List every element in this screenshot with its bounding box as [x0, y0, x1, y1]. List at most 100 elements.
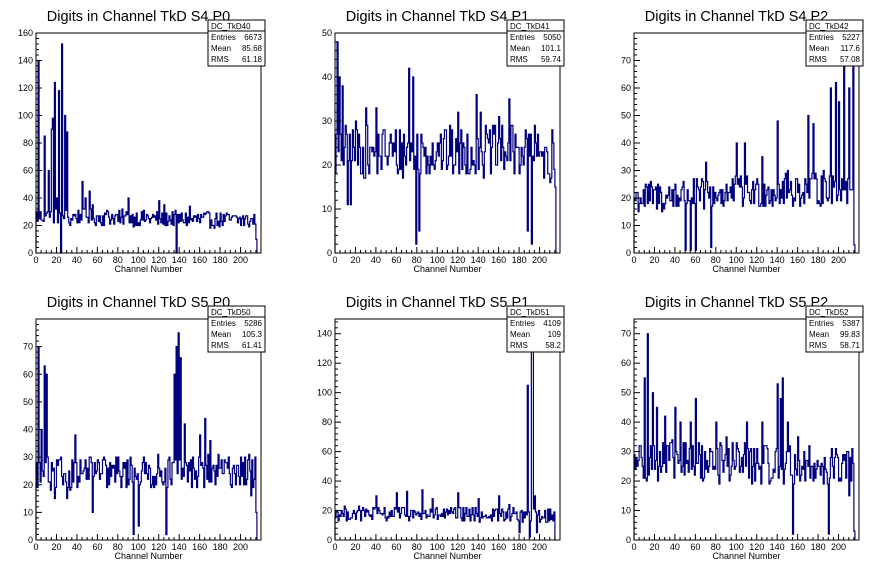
stats-rms-label: RMS — [510, 55, 528, 64]
x-tick-label: 60 — [92, 255, 102, 265]
histogram-series — [633, 333, 856, 541]
x-tick-label: 80 — [711, 255, 721, 265]
x-tick-label: 20 — [51, 542, 61, 552]
stats-entries-value: 6673 — [244, 33, 262, 42]
stats-rms-value: 57.08 — [840, 55, 861, 64]
x-tick-label: 40 — [371, 255, 381, 265]
stats-mean-label: Mean — [809, 44, 829, 53]
y-tick-label: 80 — [23, 138, 33, 148]
x-tick-label: 140 — [770, 255, 785, 265]
x-tick-label: 100 — [430, 542, 445, 552]
x-tick-label: 0 — [631, 255, 636, 265]
x-tick-label: 80 — [711, 542, 721, 552]
x-tick-label: 180 — [811, 542, 826, 552]
x-tick-label: 140 — [471, 542, 486, 552]
stats-rms-value: 58.71 — [840, 341, 861, 350]
stats-box: DC_TkD40 Entries 6673 Mean 85.68 RMS 61.18 — [207, 19, 266, 67]
x-tick-label: 180 — [213, 255, 228, 265]
stats-rms-label: RMS — [211, 55, 229, 64]
stats-mean-label: Mean — [211, 330, 231, 339]
y-tick-label: 40 — [23, 193, 33, 203]
y-tick-label: 20 — [322, 506, 332, 516]
stats-name: DC_TkD52 — [809, 308, 849, 317]
x-tick-label: 0 — [332, 255, 337, 265]
x-tick-label: 0 — [33, 255, 38, 265]
stats-box-frame — [805, 19, 864, 67]
stats-box: DC_TkD52 Entries 5387 Mean 99.83 RMS 58.71 — [805, 305, 864, 353]
x-tick-label: 160 — [192, 542, 207, 552]
y-tick-label: 60 — [23, 369, 33, 379]
stats-entries-value: 5050 — [543, 33, 561, 42]
x-tick-label: 200 — [831, 542, 846, 552]
stats-rms-value: 59.74 — [541, 55, 562, 64]
y-tick-label: 10 — [23, 507, 33, 517]
y-tick-label: 40 — [23, 425, 33, 435]
x-tick-label: 160 — [192, 255, 207, 265]
histogram-series — [334, 321, 556, 541]
y-tick-label: 30 — [621, 166, 631, 176]
stats-box: DC_TkD51 Entries 4109 Mean 109 RMS 58.2 — [506, 305, 565, 353]
x-tick-label: 200 — [532, 542, 547, 552]
histogram-panel-3: Digits in Channel TkD S5 P00 20 40 60 80 100 1… — [23, 295, 266, 561]
stats-entries-value: 5387 — [842, 319, 860, 328]
stats-entries-label: Entries — [510, 33, 535, 42]
stats-box-frame — [207, 305, 266, 353]
x-tick-label: 40 — [371, 542, 381, 552]
x-tick-label: 160 — [790, 255, 805, 265]
y-tick-label: 70 — [621, 329, 631, 339]
stats-mean-value: 85.68 — [242, 44, 263, 53]
x-tick-label: 160 — [491, 542, 506, 552]
y-tick-label: 120 — [317, 358, 332, 368]
x-tick-label: 60 — [92, 542, 102, 552]
stats-rms-label: RMS — [809, 341, 827, 350]
stats-entries-label: Entries — [510, 319, 535, 328]
x-tick-label: 160 — [790, 542, 805, 552]
x-axis-label: Channel Number — [712, 264, 780, 274]
x-tick-label: 20 — [350, 542, 360, 552]
x-axis-label: Channel Number — [413, 551, 481, 561]
x-tick-label: 200 — [233, 255, 248, 265]
x-tick-label: 0 — [33, 542, 38, 552]
stats-entries-label: Entries — [809, 33, 834, 42]
stats-mean-value: 109 — [548, 330, 562, 339]
y-tick-label: 0 — [327, 535, 332, 545]
y-tick-label: 10 — [322, 204, 332, 214]
x-tick-label: 80 — [412, 255, 422, 265]
stats-mean-value: 105.3 — [242, 330, 263, 339]
stats-box: DC_TkD42 Entries 5227 Mean 117.6 RMS 57.08 — [805, 19, 864, 67]
panel-title: Digits in Channel TkD S5 P0 — [47, 295, 231, 311]
x-tick-label: 0 — [332, 542, 337, 552]
panel-title: Digits in Channel TkD S4 P0 — [47, 9, 231, 25]
y-tick-label: 120 — [18, 83, 33, 93]
stats-box-frame — [506, 305, 565, 353]
y-tick-label: 140 — [18, 56, 33, 66]
x-tick-label: 120 — [749, 255, 764, 265]
stats-rms-label: RMS — [211, 341, 229, 350]
y-tick-label: 60 — [621, 358, 631, 368]
y-tick-label: 50 — [621, 388, 631, 398]
stats-mean-value: 99.83 — [840, 330, 861, 339]
y-tick-label: 10 — [621, 221, 631, 231]
x-tick-label: 40 — [670, 255, 680, 265]
panel-title: Digits in Channel TkD S4 P2 — [645, 9, 829, 25]
x-tick-label: 100 — [131, 542, 146, 552]
y-tick-label: 50 — [23, 397, 33, 407]
x-tick-label: 60 — [391, 542, 401, 552]
y-tick-label: 30 — [621, 447, 631, 457]
x-tick-label: 20 — [350, 255, 360, 265]
x-tick-label: 180 — [811, 255, 826, 265]
stats-mean-label: Mean — [211, 44, 231, 53]
stats-rms-value: 61.18 — [242, 55, 263, 64]
y-tick-label: 20 — [621, 476, 631, 486]
x-tick-label: 20 — [51, 255, 61, 265]
x-tick-label: 80 — [412, 542, 422, 552]
stats-rms-value: 58.2 — [545, 341, 561, 350]
stats-mean-value: 117.6 — [841, 44, 861, 53]
x-tick-label: 0 — [631, 542, 636, 552]
stats-box-frame — [207, 19, 266, 67]
histogram-panel-0: Digits in Channel TkD S4 P0 0 20 40 60 80 100 1… — [18, 9, 266, 274]
stats-entries-label: Entries — [211, 33, 236, 42]
y-tick-label: 100 — [317, 388, 332, 398]
y-tick-label: 20 — [23, 221, 33, 231]
